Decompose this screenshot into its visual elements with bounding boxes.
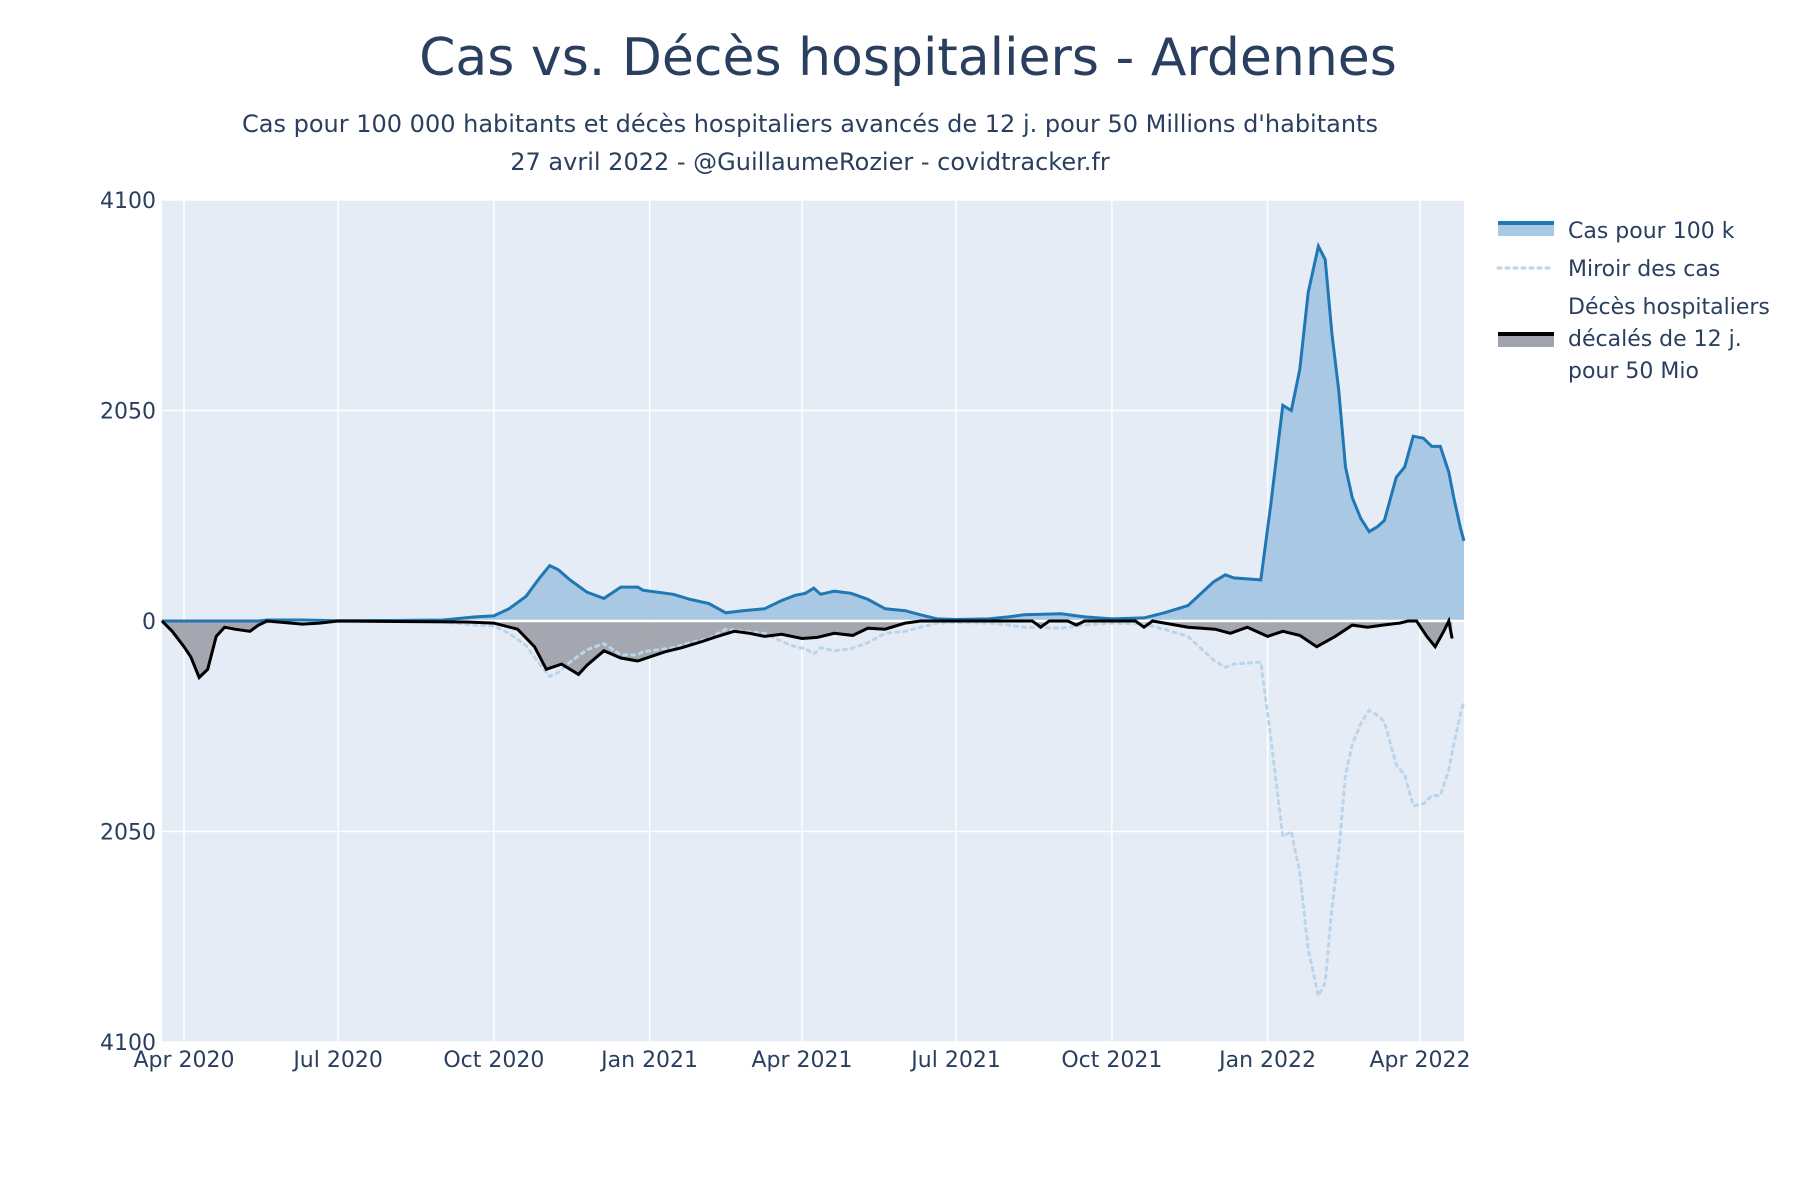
chart-title: Cas vs. Décès hospitaliers - Ardennes bbox=[419, 28, 1397, 88]
x-tick-label: Oct 2021 bbox=[1061, 1048, 1162, 1073]
cases-area bbox=[162, 246, 1464, 621]
x-tick-label: Jan 2022 bbox=[1217, 1048, 1316, 1073]
x-tick-label: Jan 2021 bbox=[599, 1048, 698, 1073]
x-tick-label: Jul 2020 bbox=[291, 1048, 383, 1073]
x-tick-label: Apr 2021 bbox=[751, 1048, 852, 1073]
legend-label-deaths-line: décalés de 12 j. bbox=[1568, 327, 1742, 352]
axis-layer: Apr 2020 Jul 2020 Oct 2020 Jan 2021 Apr 2021… bbox=[100, 189, 1471, 1073]
x-tick-label: Oct 2020 bbox=[443, 1048, 544, 1073]
deaths-area bbox=[162, 621, 1453, 678]
y-tick-label: 4100 bbox=[100, 189, 156, 214]
x-tick-label: Apr 2022 bbox=[1369, 1048, 1470, 1073]
legend-swatch-deaths bbox=[1498, 333, 1554, 347]
y-tick-label: 0 bbox=[142, 610, 156, 635]
chart-subtitle-line-2: 27 avril 2022 - @GuillaumeRozier - covid… bbox=[510, 148, 1110, 176]
legend-label-deaths-line: Décès hospitaliers bbox=[1568, 295, 1770, 320]
series-layer bbox=[160, 241, 1466, 1001]
y-tick-label: 2050 bbox=[100, 821, 156, 846]
legend: Cas pour 100 k Miroir des cas Décès hospit… bbox=[1496, 219, 1770, 384]
cases-line bbox=[162, 241, 1466, 623]
y-tick-label: 2050 bbox=[100, 400, 156, 425]
y-tick-label: 4100 bbox=[100, 1031, 156, 1056]
mirror-line bbox=[160, 619, 1466, 1001]
legend-label-cases: Cas pour 100 k bbox=[1568, 219, 1735, 244]
legend-label-mirror: Miroir des cas bbox=[1568, 257, 1720, 282]
chart-subtitle-line-1: Cas pour 100 000 habitants et décès hosp… bbox=[242, 110, 1378, 138]
legend-label-deaths-line: pour 50 Mio bbox=[1568, 359, 1699, 384]
legend-swatch-cases bbox=[1498, 222, 1554, 236]
deaths-line bbox=[160, 616, 1454, 681]
x-tick-label: Apr 2020 bbox=[133, 1048, 234, 1073]
x-tick-label: Jul 2021 bbox=[909, 1048, 1001, 1073]
